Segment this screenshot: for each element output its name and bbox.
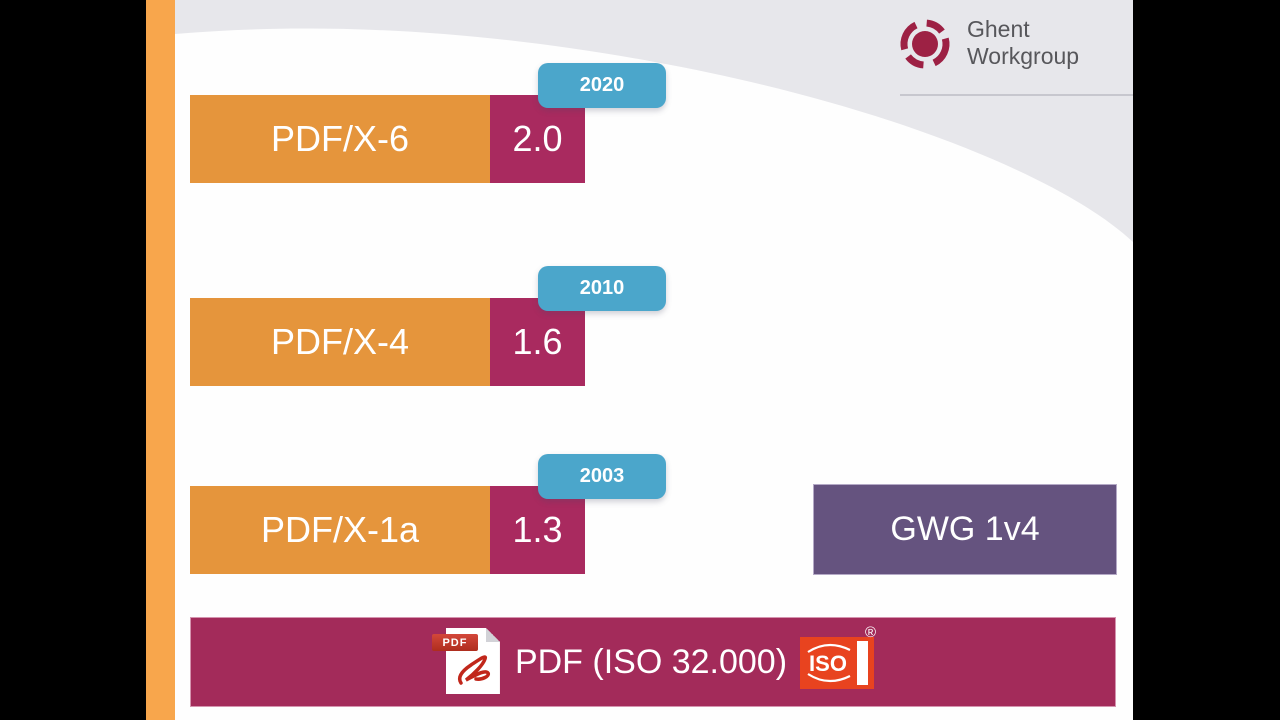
standard-label: PDF/X-4 [270, 321, 410, 362]
logo-text-line2: Workgroup [967, 43, 1080, 69]
year-badge: 2010 [538, 266, 666, 311]
pdf-version-label: 1.3 [512, 509, 563, 550]
letterbox-right [1133, 0, 1280, 720]
year-label: 2003 [579, 465, 625, 487]
year-badge: 2003 [538, 454, 666, 499]
pdf-version-label: 1.6 [512, 321, 563, 362]
iso-logo-text: ISO [809, 651, 847, 676]
pdf-file-icon: PDF [431, 627, 502, 697]
ghent-workgroup-logo-text: Ghent Workgroup [967, 16, 1079, 70]
gwg-1v4-bar: GWG 1v4 [813, 484, 1117, 575]
pdf-page-fold [485, 628, 500, 642]
year-label: 2020 [579, 74, 625, 96]
slide-canvas: Ghent Workgroup PDF/X-6 2.0 2020 PDF/X-4… [175, 0, 1133, 720]
iso-logo-graphic: ISO [800, 637, 875, 689]
pdf-version-bar: 1.3 [490, 486, 585, 574]
standard-bar: PDF/X-4 [190, 298, 490, 386]
standard-label: PDF/X-6 [270, 118, 410, 159]
pdf-ribbon-label: PDF [431, 634, 478, 651]
standard-label: PDF/X-1a [260, 509, 420, 550]
pdf-version-label: 2.0 [512, 118, 563, 159]
registered-trademark-symbol: ® [864, 624, 877, 641]
gwg-label: GWG 1v4 [890, 510, 1040, 548]
pdf-version-bar: 1.6 [490, 298, 585, 386]
standard-bar: PDF/X-6 [190, 95, 490, 183]
year-badge: 2020 [538, 63, 666, 108]
logo-underline-divider [900, 94, 1133, 96]
pdf-foundation-bar: PDF PDF (ISO 32.000) ISO ® [190, 617, 1116, 707]
year-label: 2010 [579, 277, 625, 299]
letterbox-left [0, 0, 146, 720]
iso-logo-icon: ISO ® [800, 625, 876, 689]
pdf-version-bar: 2.0 [490, 95, 585, 183]
background-swoosh-shape [175, 0, 1133, 242]
standard-bar: PDF/X-1a [190, 486, 490, 574]
acrobat-swirl-icon [457, 655, 490, 685]
logo-text-line1: Ghent [967, 16, 1030, 42]
ghent-workgroup-logo-icon [900, 19, 950, 69]
left-accent-stripe [146, 0, 175, 720]
foundation-label: PDF (ISO 32.000) [514, 642, 788, 681]
